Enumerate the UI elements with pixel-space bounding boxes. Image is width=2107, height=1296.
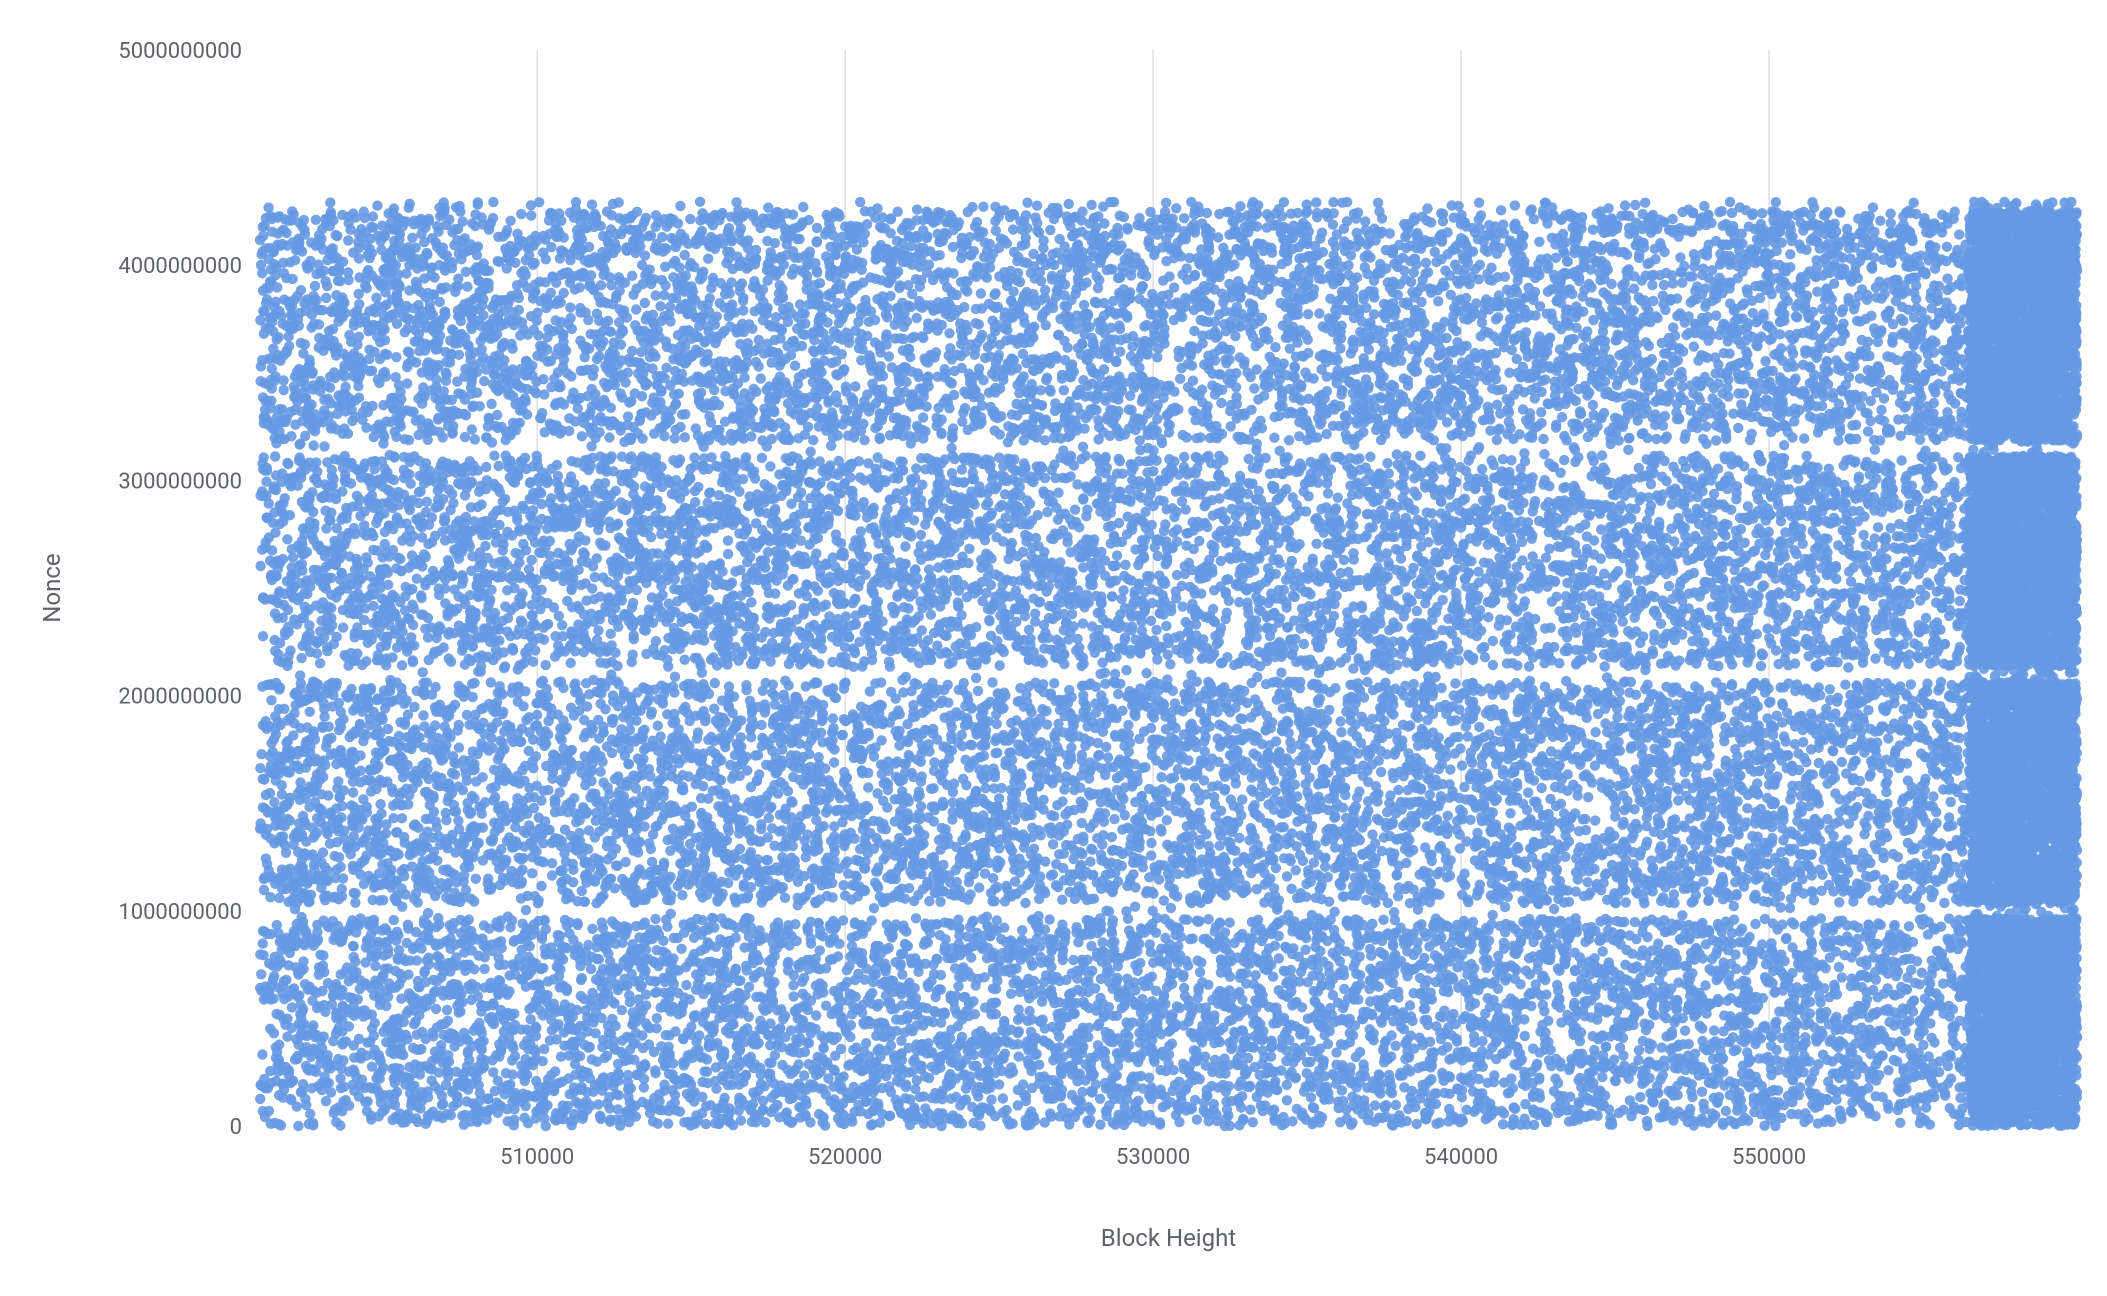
y-tick-label: 1000000000 bbox=[118, 900, 242, 925]
x-axis-title: Block Height bbox=[1101, 1224, 1237, 1252]
x-tick-label: 510000 bbox=[500, 1145, 574, 1170]
x-tick-label: 550000 bbox=[1732, 1145, 1806, 1170]
y-tick-label: 4000000000 bbox=[118, 254, 242, 279]
x-tick-label: 520000 bbox=[808, 1145, 882, 1170]
y-tick-label: 2000000000 bbox=[118, 685, 242, 710]
scatter-chart: 0 1000000000 2000000000 3000000000 400000000… bbox=[0, 0, 2107, 1296]
x-tick-label: 530000 bbox=[1116, 1145, 1190, 1170]
x-tick-label: 540000 bbox=[1424, 1145, 1498, 1170]
y-tick-label: 3000000000 bbox=[118, 469, 242, 494]
y-tick-label: 0 bbox=[230, 1115, 242, 1140]
y-axis-title: Nonce bbox=[38, 553, 66, 622]
y-tick-label: 5000000000 bbox=[118, 39, 242, 64]
